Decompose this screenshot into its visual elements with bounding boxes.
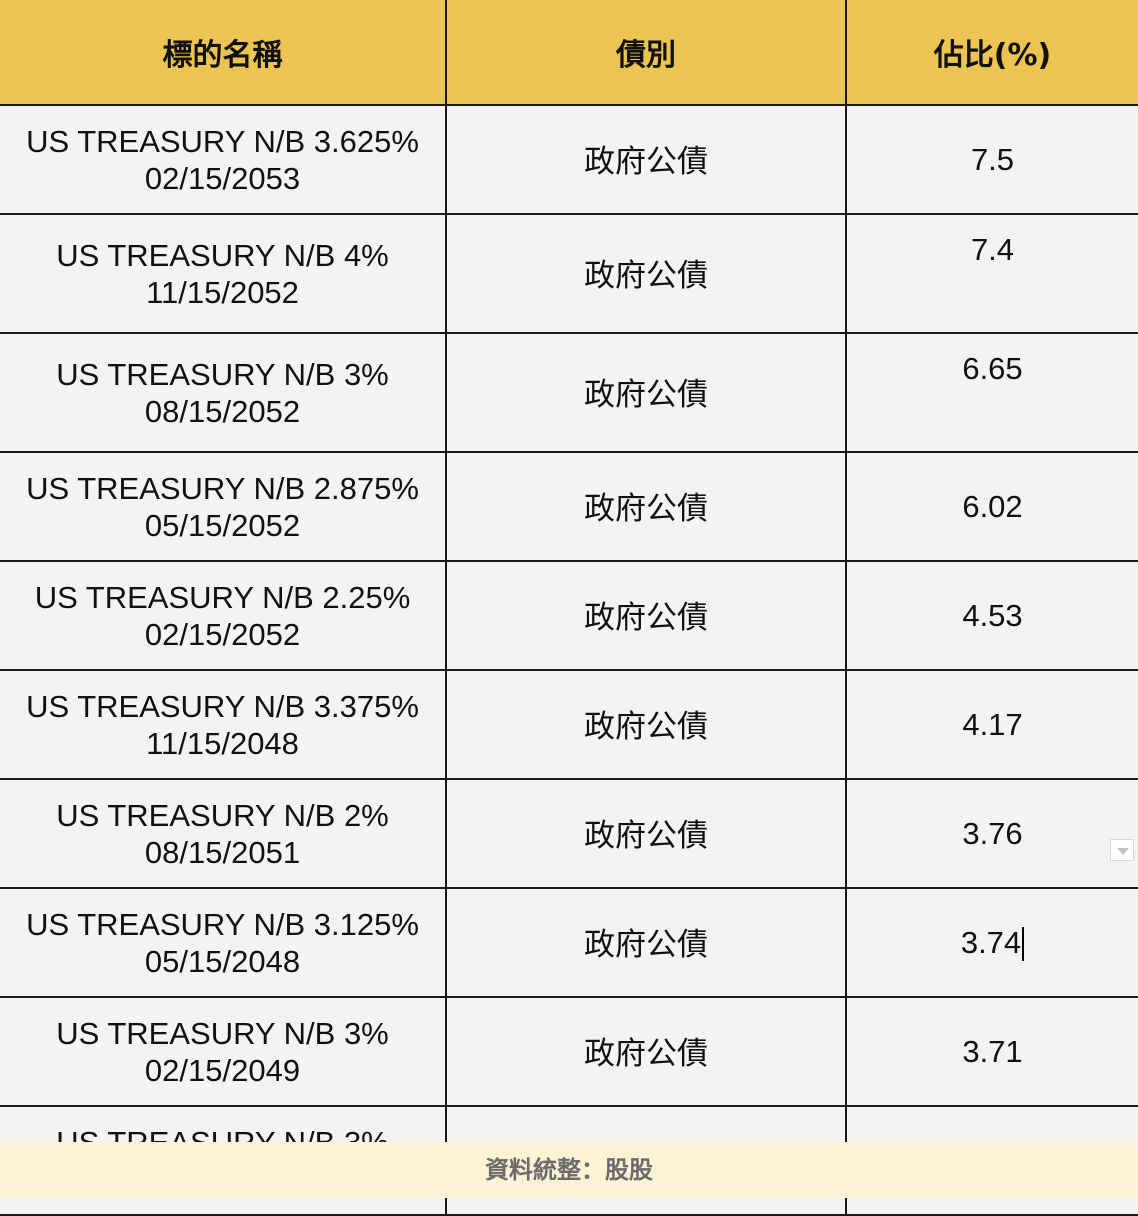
cell-pct[interactable]: 4.53 (846, 561, 1138, 671)
cell-pct[interactable]: 6.02 (846, 452, 1138, 562)
header-pct[interactable]: 佔比(%) (846, 0, 1138, 106)
bond-name: US TREASURY N/B 3.125% (26, 906, 419, 942)
cell-name[interactable]: US TREASURY N/B 2.25% 02/15/2052 (0, 561, 447, 671)
cell-name[interactable]: US TREASURY N/B 3% 08/15/2052 (0, 333, 447, 453)
table-row: US TREASURY N/B 2.25% 02/15/2052 政府公債 4.… (0, 561, 1138, 671)
chevron-down-icon (1117, 848, 1129, 855)
header-type[interactable]: 債別 (446, 0, 847, 106)
cell-type[interactable]: 政府公債 (446, 670, 847, 780)
source-footer: 資料統整：股股 (0, 1142, 1138, 1198)
cell-pct-active[interactable]: 3.74 (846, 888, 1138, 998)
cell-name[interactable]: US TREASURY N/B 3.625% 02/15/2053 (0, 105, 447, 215)
bond-name: US TREASURY N/B 3.375% (26, 688, 419, 724)
cell-pct[interactable]: 7.5 (846, 105, 1138, 215)
text-caret (1022, 927, 1025, 962)
header-row: 標的名稱 債別 佔比(%) (0, 0, 1138, 106)
table-row: US TREASURY N/B 2% 08/15/2051 政府公債 3.76 (0, 779, 1138, 889)
cell-name[interactable]: US TREASURY N/B 2.875% 05/15/2052 (0, 452, 447, 562)
bond-maturity: 02/15/2049 (144, 1052, 301, 1088)
bond-name: US TREASURY N/B 4% (56, 237, 389, 273)
bond-name: US TREASURY N/B 3.625% (26, 123, 419, 159)
cell-name[interactable]: US TREASURY N/B 3.125% 05/15/2048 (0, 888, 447, 998)
table-row: US TREASURY N/B 2.875% 05/15/2052 政府公債 6… (0, 452, 1138, 562)
cell-type[interactable]: 政府公債 (446, 561, 847, 671)
cell-type[interactable]: 政府公債 (446, 888, 847, 998)
table-row: US TREASURY N/B 3% 08/15/2052 政府公債 6.65 (0, 333, 1138, 453)
cell-name[interactable]: US TREASURY N/B 2% 08/15/2051 (0, 779, 447, 889)
table-row: US TREASURY N/B 3% 02/15/2049 政府公債 3.71 (0, 997, 1138, 1107)
bond-maturity: 11/15/2048 (146, 725, 299, 761)
bond-name: US TREASURY N/B 3% (56, 1015, 389, 1051)
header-name[interactable]: 標的名稱 (0, 0, 447, 106)
bond-maturity: 05/15/2048 (144, 943, 301, 979)
bond-maturity: 02/15/2053 (144, 160, 301, 196)
bond-maturity: 02/15/2052 (144, 616, 301, 652)
table-row: US TREASURY N/B 3.125% 05/15/2048 政府公債 3… (0, 888, 1138, 998)
cell-dropdown-button[interactable] (1110, 839, 1134, 861)
bond-name: US TREASURY N/B 2.25% (34, 579, 411, 615)
cell-type[interactable]: 政府公債 (446, 105, 847, 215)
table-row: US TREASURY N/B 3.625% 02/15/2053 政府公債 7… (0, 105, 1138, 215)
cell-pct[interactable]: 3.71 (846, 997, 1138, 1107)
cell-type[interactable]: 政府公債 (446, 779, 847, 889)
bond-maturity: 11/15/2052 (146, 274, 299, 310)
bond-maturity: 08/15/2051 (144, 834, 301, 870)
cell-type[interactable]: 政府公債 (446, 997, 847, 1107)
table-row: US TREASURY N/B 4% 11/15/2052 政府公債 7.4 (0, 214, 1138, 334)
cell-name[interactable]: US TREASURY N/B 4% 11/15/2052 (0, 214, 447, 334)
table-body: US TREASURY N/B 3.625% 02/15/2053 政府公債 7… (0, 105, 1138, 1216)
cell-type[interactable]: 政府公債 (446, 214, 847, 334)
bond-maturity: 05/15/2052 (144, 507, 301, 543)
table-header: 標的名稱 債別 佔比(%) (0, 0, 1138, 106)
bond-name: US TREASURY N/B 3% (56, 356, 389, 392)
bond-maturity: 08/15/2052 (144, 393, 301, 429)
cell-name[interactable]: US TREASURY N/B 3.375% 11/15/2048 (0, 670, 447, 780)
cell-pct-value: 3.74 (960, 924, 1022, 960)
cell-pct[interactable]: 7.4 (846, 214, 1138, 334)
cell-pct[interactable]: 4.17 (846, 670, 1138, 780)
table-row: US TREASURY N/B 3.375% 11/15/2048 政府公債 4… (0, 670, 1138, 780)
cell-type[interactable]: 政府公債 (446, 333, 847, 453)
cell-pct[interactable]: 3.76 (846, 779, 1138, 889)
cell-pct[interactable]: 6.65 (846, 333, 1138, 453)
bond-name: US TREASURY N/B 2% (56, 797, 389, 833)
bond-name: US TREASURY N/B 2.875% (26, 470, 419, 506)
cell-type[interactable]: 政府公債 (446, 452, 847, 562)
cell-name[interactable]: US TREASURY N/B 3% 02/15/2049 (0, 997, 447, 1107)
